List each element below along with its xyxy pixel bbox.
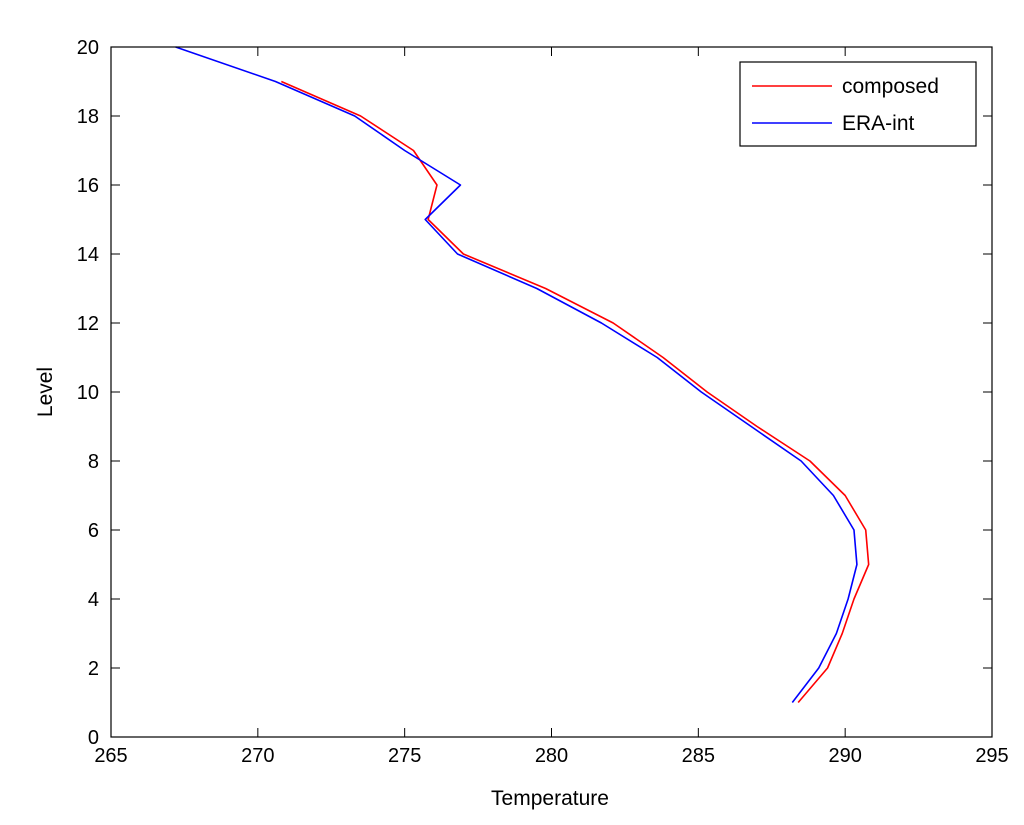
y-tick-label: 10 xyxy=(77,382,99,404)
y-tick-label: 0 xyxy=(88,727,99,749)
series-line-composed xyxy=(281,80,870,704)
series-line-era-int xyxy=(175,46,858,703)
legend-label-composed: composed xyxy=(842,75,939,98)
y-tick-label: 16 xyxy=(77,175,99,197)
x-axis-label: Temperature xyxy=(491,787,609,810)
x-tick-label: 285 xyxy=(682,745,715,767)
x-tick-label: 280 xyxy=(535,745,568,767)
y-tick-label: 8 xyxy=(88,451,99,473)
y-tick-label: 12 xyxy=(77,313,99,335)
plot-background xyxy=(111,47,992,737)
x-tick-label: 275 xyxy=(388,745,421,767)
x-tick-label: 295 xyxy=(975,745,1008,767)
plot-area xyxy=(111,47,992,737)
legend: composed ERA-int xyxy=(739,61,977,147)
y-axis: 0 2 4 6 8 10 12 14 16 18 20 xyxy=(77,37,992,749)
y-tick-label: 4 xyxy=(88,589,99,611)
x-tick-label: 270 xyxy=(241,745,274,767)
y-tick-label: 20 xyxy=(77,37,99,59)
y-tick-label: 18 xyxy=(77,106,99,128)
x-tick-label: 265 xyxy=(94,745,127,767)
series-layer xyxy=(175,46,870,704)
legend-box xyxy=(739,61,977,147)
y-axis-label: Level xyxy=(34,367,57,417)
x-axis: 265 270 275 280 285 290 295 xyxy=(94,47,1009,767)
y-tick-label: 6 xyxy=(88,520,99,542)
y-tick-label: 14 xyxy=(77,244,99,266)
legend-label-era-int: ERA-int xyxy=(842,112,915,135)
y-tick-label: 2 xyxy=(88,658,99,680)
x-tick-label: 290 xyxy=(828,745,861,767)
